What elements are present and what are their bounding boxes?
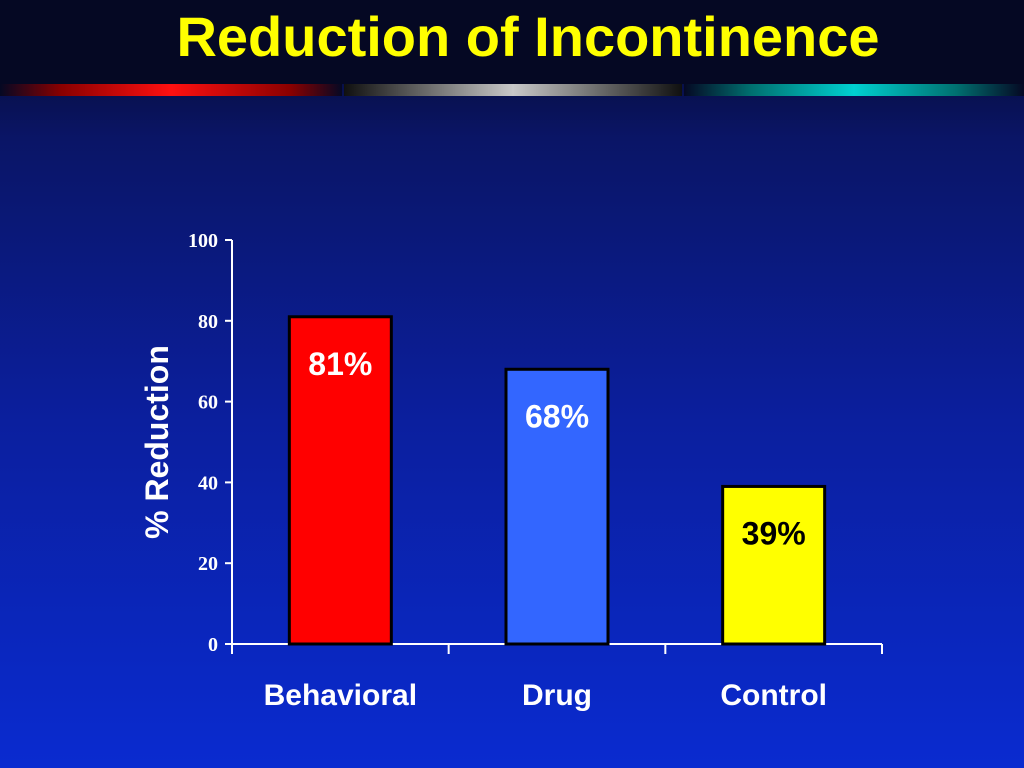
bar-drug: [504, 367, 610, 646]
x-tick-label-control: Control: [720, 679, 827, 712]
y-tick-label: 20: [198, 553, 218, 575]
data-label-drug: 68%: [525, 398, 589, 434]
bar-behavioral: [287, 315, 393, 646]
y-tick-label: 40: [198, 472, 218, 494]
title-rule-red: [0, 84, 342, 96]
chart-labels: 81% Behavioral 68% Drug 39% Control: [264, 346, 827, 712]
chart-bars: [287, 315, 827, 646]
y-tick-label: 60: [198, 392, 218, 414]
y-tick-label: 100: [188, 230, 218, 252]
bar-control: [721, 484, 827, 646]
data-label-behavioral: 81%: [308, 346, 372, 382]
x-tick-label-drug: Drug: [522, 679, 592, 712]
data-label-control: 39%: [742, 515, 806, 551]
slide-title: Reduction of Incontinence: [176, 5, 880, 68]
y-axis-title: % Reduction: [139, 345, 175, 539]
title-band: [0, 0, 1024, 84]
title-rule-gray: [344, 84, 682, 96]
title-rule-teal: [684, 84, 1024, 96]
x-tick-label-behavioral: Behavioral: [264, 679, 417, 712]
y-tick-label: 0: [208, 634, 218, 656]
y-tick-label: 80: [198, 311, 218, 333]
